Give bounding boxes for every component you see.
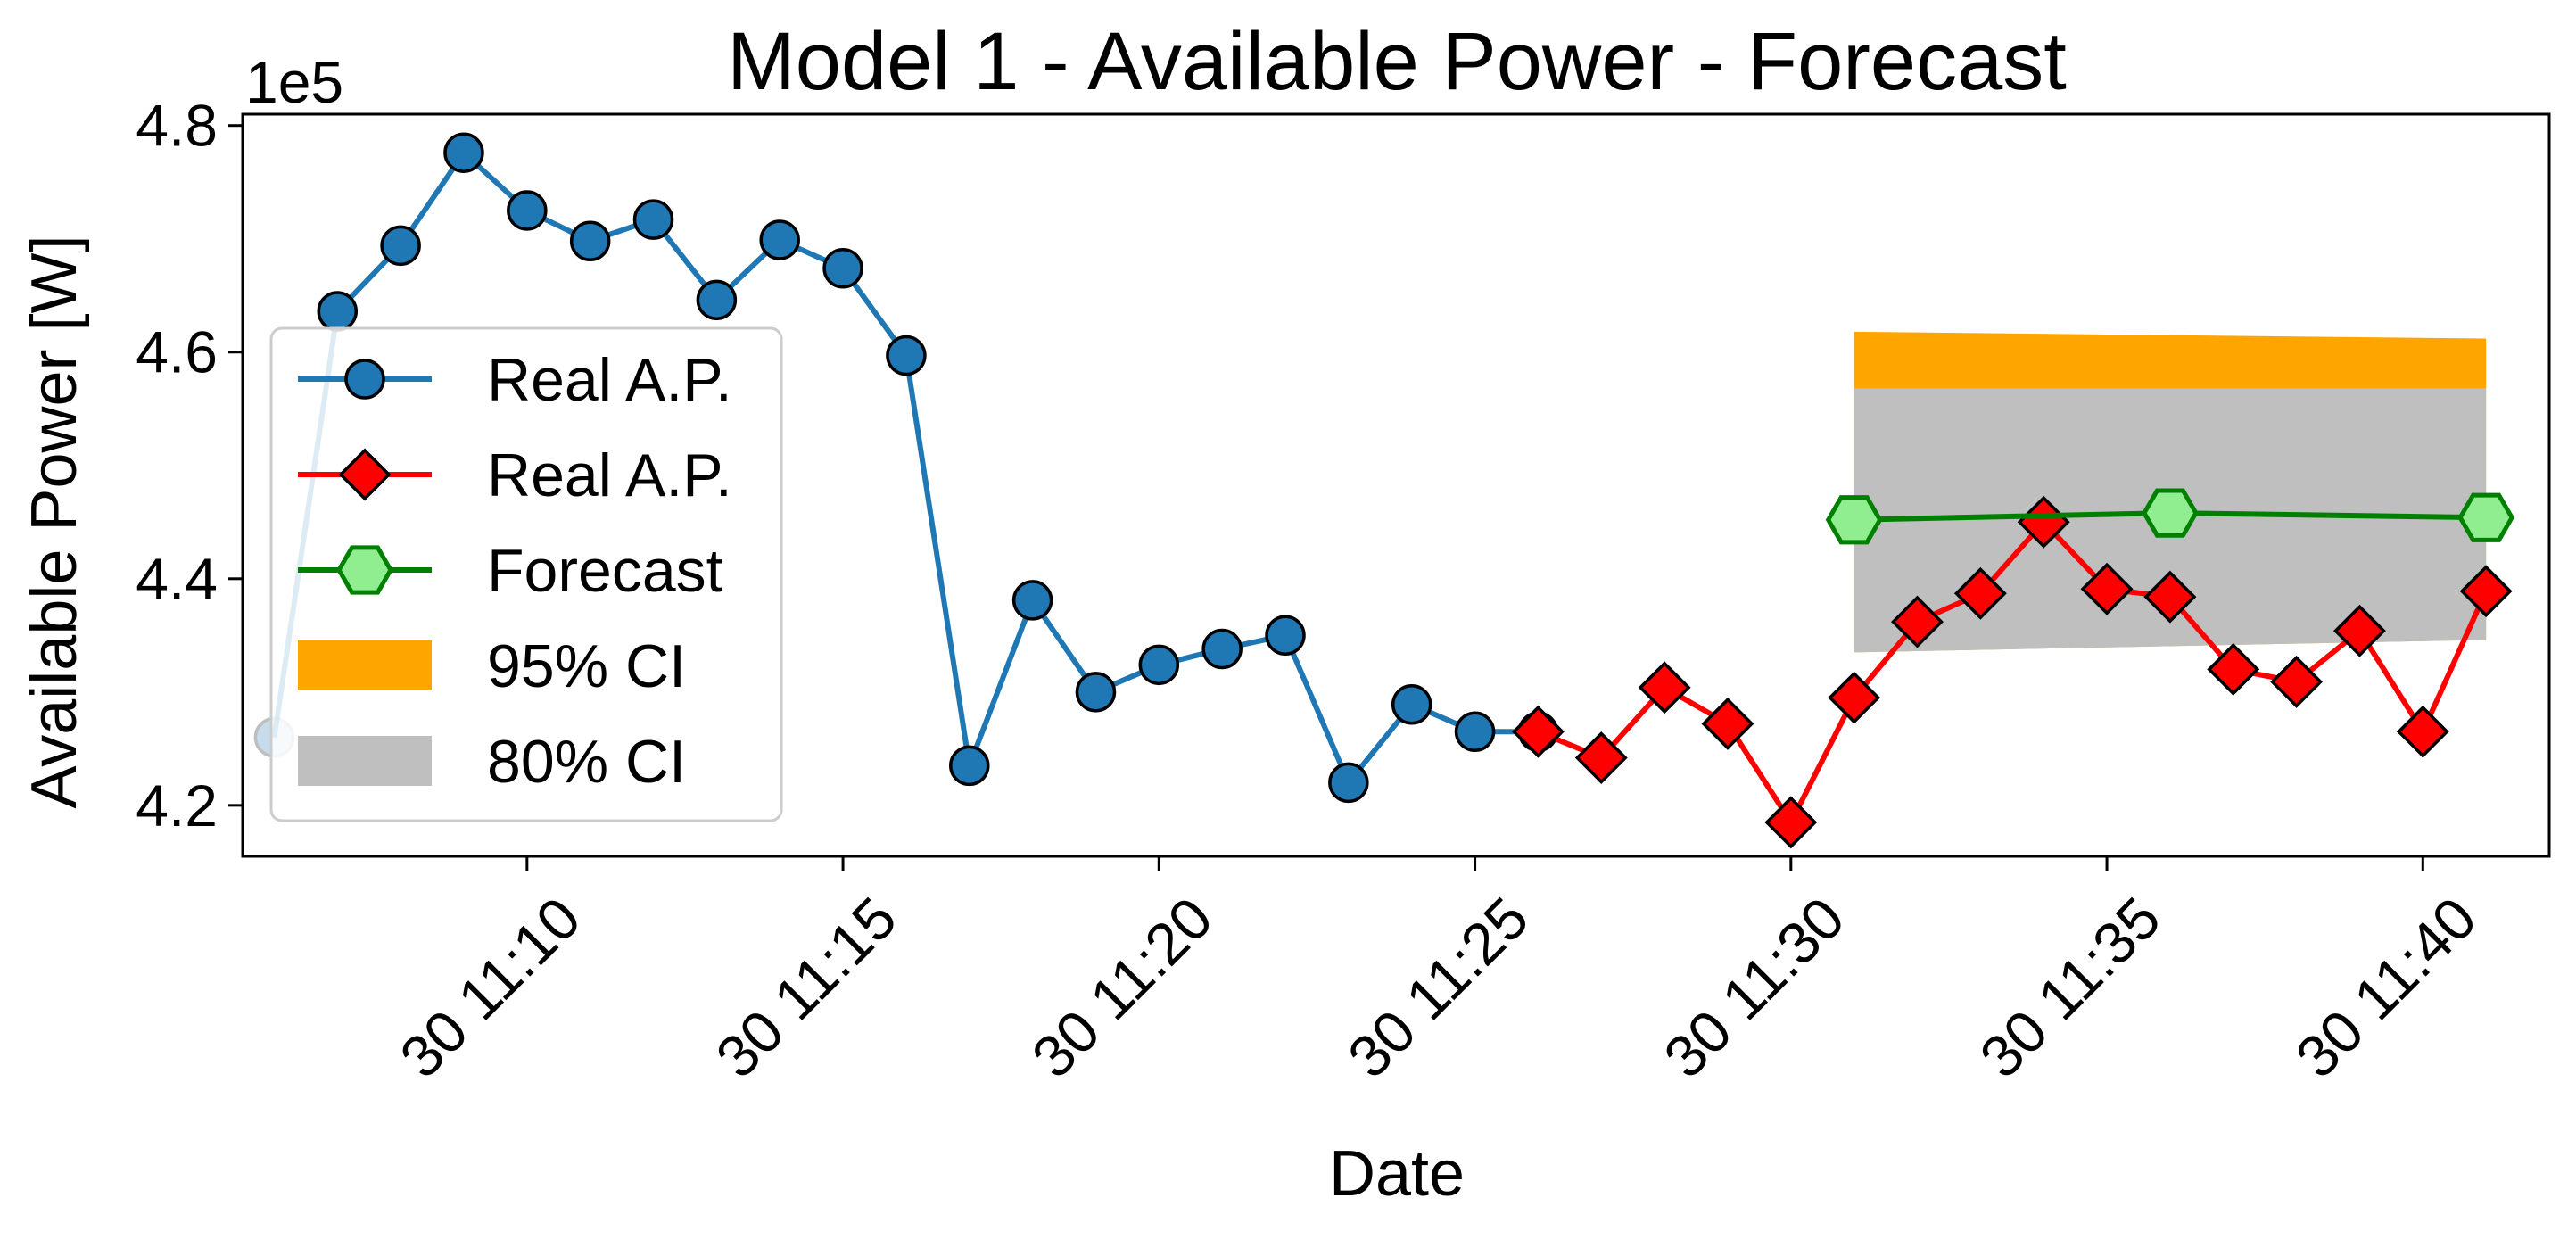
series-2-point <box>1891 595 1944 648</box>
series-2-point <box>2396 705 2449 758</box>
legend-label: 80% CI <box>487 728 686 796</box>
series-1-point <box>1265 615 1306 657</box>
legend-patch <box>298 640 432 690</box>
y-tick-label: 4.8 <box>136 93 218 159</box>
plot-area-frame <box>241 112 2551 858</box>
series-2 <box>1511 495 2513 849</box>
legend: Real A.P. Real A.P. Forecast 95% CI 80% CI <box>269 326 783 822</box>
series-2-point <box>1574 731 1628 784</box>
x-tick-label: 30 11:35 <box>1967 885 2173 1091</box>
series-2-point <box>2080 562 2134 615</box>
series-1-point <box>886 335 927 376</box>
x-tick-label: 30 11:10 <box>387 885 593 1091</box>
legend-patch <box>298 736 432 786</box>
legend-box <box>269 326 783 822</box>
x-tick-label: 30 11:15 <box>703 885 909 1091</box>
y-tick-label: 4.4 <box>136 546 218 612</box>
series-2-point <box>2459 565 2513 618</box>
legend-item: Real A.P. <box>298 346 732 414</box>
series-1-point <box>380 225 421 267</box>
series-2-point <box>1764 796 1818 849</box>
series-2-point <box>2207 642 2260 696</box>
series-2-point <box>2143 570 2197 624</box>
series-2-point <box>1511 705 1565 758</box>
series-3-point <box>1825 495 1883 545</box>
legend-label: Real A.P. <box>487 346 732 414</box>
chart-title: Model 1 - Available Power - Forecast <box>727 16 2067 107</box>
legend-marker <box>344 359 385 400</box>
series-1-point <box>1328 762 1369 804</box>
y-axis: 4.2 4.4 4.6 4.8 <box>136 93 243 838</box>
series-1-point <box>632 199 674 240</box>
legend-marker <box>336 545 393 595</box>
series-2-point <box>2332 604 2386 657</box>
legend-item: Forecast <box>298 537 723 605</box>
series-1-point <box>759 219 800 260</box>
series-2-point <box>1638 661 1691 714</box>
legend-item: 80% CI <box>298 728 686 796</box>
series-2-point <box>1701 697 1754 750</box>
series-1-point <box>507 190 548 231</box>
x-axis: 30 11:10 30 11:15 30 11:20 30 11:25 30 11:30… <box>387 856 2489 1090</box>
x-axis-label: Date <box>1329 1138 1465 1210</box>
series-1-point <box>443 132 484 173</box>
series-3-point <box>2142 488 2199 538</box>
series-1-point <box>569 220 611 262</box>
series-2-point <box>1953 566 2007 620</box>
series-2-point <box>2270 655 2324 708</box>
series-layer <box>253 132 2515 849</box>
x-tick-label: 30 11:20 <box>1020 885 1226 1091</box>
series-1-point <box>1201 628 1243 670</box>
series-1-point <box>317 291 359 332</box>
series-1-point <box>1075 672 1117 713</box>
series-3-point <box>2457 492 2515 542</box>
series-2-line <box>1537 519 2489 825</box>
series-1-point <box>1454 711 1496 753</box>
y-offset-text: 1e5 <box>245 49 343 115</box>
series-1-point <box>1391 684 1432 725</box>
series-1-point <box>1138 644 1180 686</box>
legend-item: Real A.P. <box>298 442 732 509</box>
series-1-point <box>822 248 863 289</box>
legend-item: 95% CI <box>298 632 686 700</box>
series-1-point <box>1011 580 1053 621</box>
legend-label: Real A.P. <box>487 442 732 509</box>
legend-label: 95% CI <box>487 632 686 700</box>
series-2-point <box>1828 671 1881 724</box>
series-1-point <box>949 745 990 787</box>
x-tick-label: 30 11:30 <box>1651 885 1857 1091</box>
series-1-point <box>696 279 738 321</box>
y-tick-label: 4.2 <box>136 772 218 838</box>
x-tick-label: 30 11:25 <box>1335 885 1541 1091</box>
legend-label: Forecast <box>487 537 723 605</box>
series-3 <box>1825 488 2515 545</box>
legend-marker <box>338 448 392 501</box>
y-tick-label: 4.6 <box>136 319 218 385</box>
x-tick-label: 30 11:40 <box>2283 885 2489 1091</box>
y-axis-label: Available Power [W] <box>19 235 90 809</box>
